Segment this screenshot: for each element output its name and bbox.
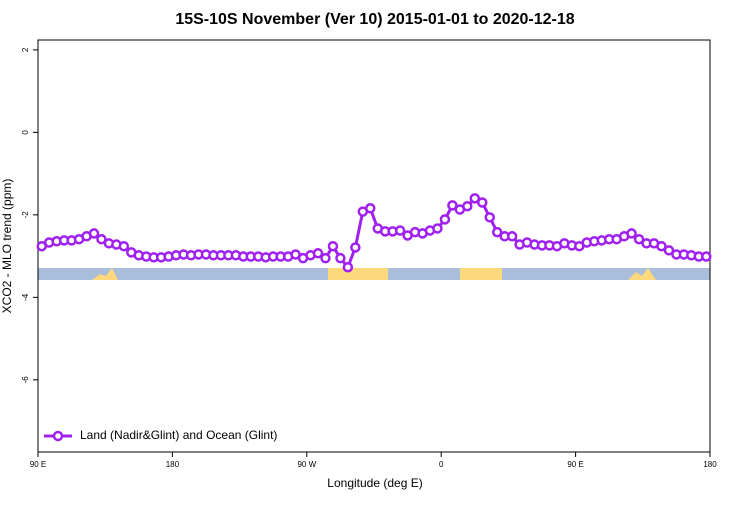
x-tick-label: 180	[166, 460, 180, 469]
data-point	[350, 242, 361, 253]
data-point	[335, 252, 346, 264]
land	[460, 268, 502, 280]
data-point	[484, 212, 495, 223]
data-point	[626, 228, 637, 239]
y-tick-label: 2	[21, 47, 30, 52]
y-tick-label: -4	[21, 293, 30, 301]
x-tick-label: 180	[703, 460, 717, 469]
data-point	[439, 214, 451, 225]
chart-title: 15S-10S November (Ver 10) 2015-01-01 to …	[175, 11, 574, 28]
legend-label: Land (Nadir&Glint) and Ocean (Glint)	[80, 428, 277, 442]
data-point	[320, 252, 331, 264]
data-point	[469, 193, 481, 204]
x-tick-label: 90 E	[567, 460, 583, 469]
x-tick-label: 0	[439, 460, 444, 469]
land	[92, 268, 118, 280]
data-point	[312, 247, 324, 259]
legend-marker	[52, 430, 64, 442]
y-tick-label: 0	[21, 130, 30, 135]
data-point	[701, 251, 712, 262]
land	[628, 268, 656, 280]
x-tick-label: 90 W	[297, 460, 316, 469]
y-tick-label: -6	[21, 376, 30, 384]
data-point	[327, 240, 339, 252]
data-point	[447, 200, 458, 211]
data-point	[394, 225, 406, 236]
data-point	[506, 231, 518, 242]
data-point	[118, 240, 130, 252]
land	[328, 268, 388, 280]
data-point	[633, 233, 645, 245]
data-point	[491, 226, 503, 238]
y-axis-label: XCO2 - MLO trend (ppm)	[0, 179, 14, 314]
data-point	[477, 197, 488, 208]
data-point	[462, 200, 473, 212]
plot-frame	[37, 39, 711, 453]
data-point	[656, 240, 667, 252]
data-point	[365, 203, 376, 214]
data-point	[88, 228, 100, 239]
y-tick-label: -2	[21, 211, 30, 219]
data-point	[432, 223, 443, 234]
land-ocean-band	[38, 268, 710, 280]
data-point	[342, 261, 354, 273]
x-tick-label: 90 E	[30, 460, 46, 469]
data-point	[663, 245, 675, 256]
data-point	[96, 233, 107, 245]
x-axis-label: Longitude (deg E)	[327, 476, 422, 490]
